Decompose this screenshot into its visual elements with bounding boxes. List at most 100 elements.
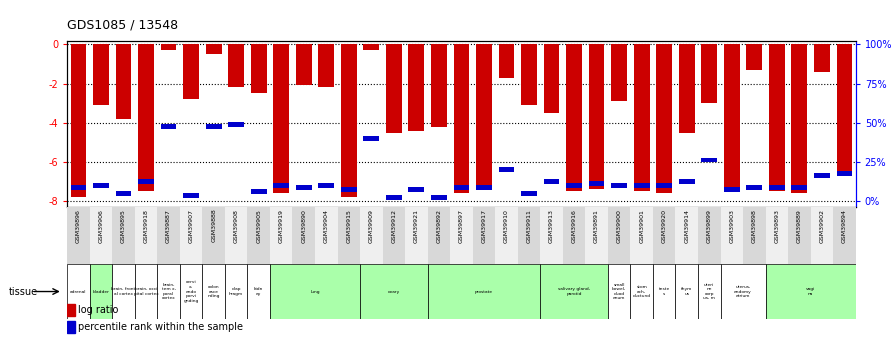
Bar bbox=[112, 264, 134, 319]
Bar bbox=[112, 207, 134, 264]
Bar bbox=[453, 45, 470, 193]
Text: small
bowel,
duod
enum: small bowel, duod enum bbox=[612, 283, 626, 300]
Text: GSM39921: GSM39921 bbox=[414, 209, 419, 243]
Text: GSM39904: GSM39904 bbox=[323, 209, 329, 243]
Bar bbox=[427, 207, 450, 264]
Text: prostate: prostate bbox=[475, 289, 493, 294]
Bar bbox=[318, 183, 334, 188]
Bar bbox=[450, 207, 473, 264]
Text: GSM39915: GSM39915 bbox=[346, 209, 351, 243]
Bar bbox=[158, 207, 180, 264]
Bar bbox=[631, 207, 653, 264]
Bar bbox=[544, 179, 559, 184]
Text: GSM39903: GSM39903 bbox=[729, 209, 735, 243]
Text: GSM39899: GSM39899 bbox=[707, 209, 711, 243]
Bar bbox=[814, 45, 830, 72]
Bar bbox=[67, 207, 90, 264]
Bar bbox=[206, 45, 221, 54]
Bar bbox=[409, 187, 425, 192]
Text: GSM39893: GSM39893 bbox=[774, 209, 780, 243]
Bar bbox=[656, 183, 672, 188]
Text: brain,
tem x,
poral
cortex: brain, tem x, poral cortex bbox=[161, 283, 176, 300]
Text: GSM39911: GSM39911 bbox=[527, 209, 531, 243]
Bar bbox=[495, 207, 518, 264]
Bar bbox=[521, 191, 537, 196]
Text: GSM39890: GSM39890 bbox=[301, 209, 306, 243]
Bar bbox=[386, 195, 401, 200]
Bar bbox=[814, 173, 830, 178]
Text: uterus,
endomy
etrium: uterus, endomy etrium bbox=[734, 285, 752, 298]
Bar bbox=[228, 45, 244, 87]
Bar bbox=[631, 264, 653, 319]
Text: adrenal: adrenal bbox=[70, 289, 87, 294]
Bar bbox=[206, 124, 221, 129]
Text: GSM39900: GSM39900 bbox=[616, 209, 622, 243]
Bar bbox=[589, 181, 605, 186]
Bar bbox=[71, 45, 86, 197]
Text: GSM39907: GSM39907 bbox=[188, 209, 194, 243]
Bar bbox=[837, 45, 852, 172]
Bar bbox=[202, 207, 225, 264]
Bar bbox=[409, 45, 425, 130]
Bar bbox=[292, 207, 315, 264]
Text: GSM39919: GSM39919 bbox=[279, 209, 284, 243]
Bar bbox=[405, 207, 427, 264]
Bar bbox=[364, 45, 379, 50]
Bar bbox=[270, 207, 292, 264]
Bar bbox=[247, 207, 270, 264]
Bar bbox=[386, 45, 401, 132]
Bar bbox=[679, 45, 694, 132]
Bar bbox=[540, 264, 607, 319]
Bar bbox=[273, 45, 289, 193]
Bar bbox=[811, 207, 833, 264]
Text: GSM39887: GSM39887 bbox=[166, 209, 171, 243]
Text: bladder: bladder bbox=[92, 289, 109, 294]
Bar bbox=[720, 264, 765, 319]
Bar bbox=[769, 185, 785, 190]
Bar bbox=[427, 264, 540, 319]
Bar bbox=[476, 185, 492, 190]
Bar bbox=[160, 124, 177, 129]
Bar bbox=[296, 185, 312, 190]
Text: GDS1085 / 13548: GDS1085 / 13548 bbox=[67, 18, 178, 31]
Text: GSM39908: GSM39908 bbox=[234, 209, 238, 243]
Bar bbox=[90, 264, 112, 319]
Bar bbox=[93, 45, 109, 105]
Text: GSM39913: GSM39913 bbox=[549, 209, 554, 243]
Text: GSM39916: GSM39916 bbox=[572, 209, 577, 243]
Text: GSM39906: GSM39906 bbox=[99, 209, 104, 243]
Text: kidn
ey: kidn ey bbox=[254, 287, 263, 296]
Bar bbox=[702, 158, 717, 162]
Text: GSM39897: GSM39897 bbox=[459, 209, 464, 243]
Bar bbox=[315, 207, 338, 264]
Bar bbox=[183, 45, 199, 99]
Bar bbox=[540, 207, 563, 264]
Bar bbox=[364, 136, 379, 141]
Bar bbox=[158, 264, 180, 319]
Bar bbox=[633, 45, 650, 191]
Text: uteri
ne
corp
us, m: uteri ne corp us, m bbox=[703, 283, 715, 300]
Bar bbox=[340, 45, 357, 197]
Text: log ratio: log ratio bbox=[79, 305, 119, 315]
Text: GSM39896: GSM39896 bbox=[76, 209, 81, 243]
Bar bbox=[498, 167, 514, 172]
Bar bbox=[765, 207, 788, 264]
Bar bbox=[698, 207, 720, 264]
Bar bbox=[476, 45, 492, 189]
Bar bbox=[67, 304, 75, 316]
Text: GSM39914: GSM39914 bbox=[685, 209, 689, 243]
Bar bbox=[270, 264, 360, 319]
Text: percentile rank within the sample: percentile rank within the sample bbox=[79, 322, 244, 332]
Bar bbox=[633, 183, 650, 188]
Bar bbox=[791, 185, 807, 190]
Text: cervi
x,
endo
porvi
gnding: cervi x, endo porvi gnding bbox=[184, 280, 199, 303]
Text: GSM39889: GSM39889 bbox=[797, 209, 802, 243]
Bar bbox=[769, 45, 785, 191]
Text: GSM39902: GSM39902 bbox=[819, 209, 824, 243]
Bar bbox=[338, 207, 360, 264]
Bar bbox=[653, 207, 676, 264]
Text: GSM39912: GSM39912 bbox=[392, 209, 396, 243]
Text: ovary: ovary bbox=[388, 289, 400, 294]
Bar bbox=[251, 45, 267, 93]
Text: GSM39910: GSM39910 bbox=[504, 209, 509, 243]
